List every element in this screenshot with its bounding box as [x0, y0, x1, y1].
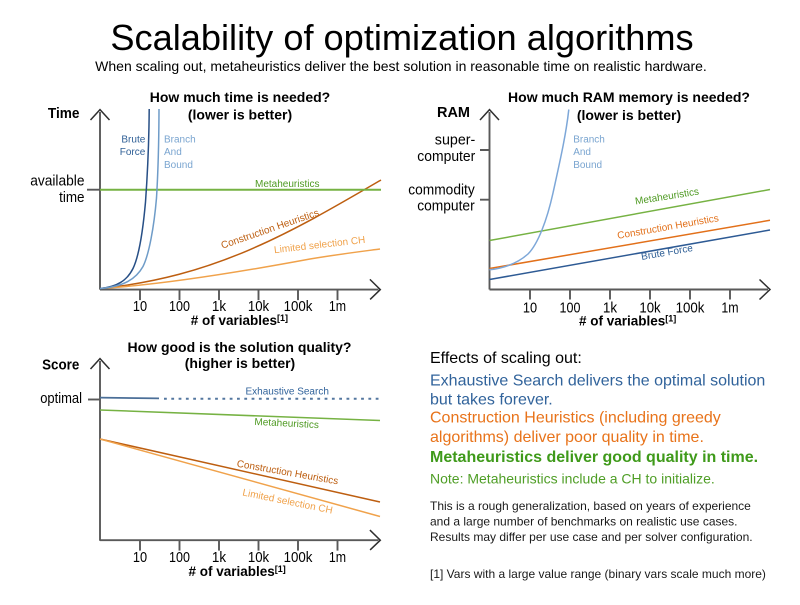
svg-text:Branch: Branch	[164, 135, 196, 146]
svg-text:# of variables[1]: # of variables[1]	[189, 564, 286, 579]
svg-text:10: 10	[133, 550, 147, 566]
svg-text:Scalability of optimization al: Scalability of optimization algorithms	[110, 17, 693, 58]
svg-text:(lower is better): (lower is better)	[577, 107, 681, 123]
svg-text:computer: computer	[417, 197, 475, 214]
svg-text:10k: 10k	[248, 299, 270, 315]
svg-text:When scaling out, metaheuristi: When scaling out, metaheuristics deliver…	[95, 58, 707, 74]
svg-text:commodity: commodity	[408, 182, 475, 199]
svg-text:100k: 100k	[284, 299, 313, 315]
svg-text:time: time	[59, 189, 84, 206]
svg-text:# of variables[1]: # of variables[1]	[579, 314, 676, 329]
svg-text:optimal: optimal	[40, 390, 82, 407]
svg-text:Limited selection CH: Limited selection CH	[241, 488, 333, 517]
svg-text:Force: Force	[120, 147, 146, 158]
svg-text:and a large number of benchmar: and a large number of benchmarks on real…	[430, 515, 738, 529]
svg-text:10: 10	[523, 301, 537, 317]
svg-text:How much RAM memory is needed?: How much RAM memory is needed?	[508, 89, 750, 105]
svg-text:How good is the solution quali: How good is the solution quality?	[128, 339, 352, 355]
svg-text:but takes forever.: but takes forever.	[430, 391, 553, 408]
svg-text:100: 100	[560, 301, 581, 317]
svg-text:How much time is needed?: How much time is needed?	[150, 89, 330, 105]
svg-text:1m: 1m	[329, 550, 346, 566]
svg-text:Construction Heuristics (inclu: Construction Heuristics (including greed…	[430, 410, 721, 427]
svg-text:Time: Time	[48, 105, 80, 122]
svg-text:# of variables[1]: # of variables[1]	[191, 313, 288, 328]
svg-text:Metaheuristics: Metaheuristics	[255, 179, 319, 190]
svg-text:1k: 1k	[212, 299, 227, 315]
svg-text:1k: 1k	[212, 550, 227, 566]
svg-text:available: available	[30, 173, 84, 190]
svg-text:1k: 1k	[603, 301, 618, 317]
svg-text:Effects of scaling out:: Effects of scaling out:	[430, 350, 582, 367]
svg-text:(lower is better): (lower is better)	[188, 107, 292, 123]
svg-text:This is a rough generalization: This is a rough generalization, based on…	[430, 499, 751, 513]
svg-text:Exhaustive Search: Exhaustive Search	[246, 387, 329, 398]
svg-text:computer: computer	[417, 148, 475, 165]
svg-text:Metaheuristics: Metaheuristics	[254, 417, 319, 431]
svg-text:Note: Metaheuristics include a: Note: Metaheuristics include a CH to ini…	[430, 471, 715, 487]
svg-text:10k: 10k	[639, 301, 661, 317]
svg-text:100: 100	[169, 550, 190, 566]
svg-text:10: 10	[133, 299, 147, 315]
svg-text:Bound: Bound	[573, 160, 602, 171]
svg-text:Metaheuristics deliver good qu: Metaheuristics deliver good quality in t…	[430, 449, 758, 466]
svg-text:And: And	[573, 147, 591, 158]
svg-text:Branch: Branch	[573, 135, 605, 146]
svg-text:10k: 10k	[248, 550, 270, 566]
svg-text:RAM: RAM	[437, 104, 470, 121]
svg-text:(higher is better): (higher is better)	[185, 355, 295, 371]
svg-text:Bound: Bound	[164, 160, 193, 171]
svg-text:super-: super-	[435, 132, 476, 149]
svg-text:100k: 100k	[676, 301, 705, 317]
svg-text:algorithms) deliver poor quali: algorithms) deliver poor quality in time…	[430, 429, 704, 446]
svg-text:Exhaustive Search delivers the: Exhaustive Search delivers the optimal s…	[430, 373, 765, 390]
svg-text:1m: 1m	[721, 301, 738, 317]
svg-text:1m: 1m	[329, 299, 346, 315]
svg-text:Brute Force: Brute Force	[640, 243, 694, 263]
svg-text:100: 100	[169, 299, 190, 315]
svg-text:[1] Vars with a large value ra: [1] Vars with a large value range (binar…	[430, 567, 766, 581]
svg-text:100k: 100k	[284, 550, 313, 566]
svg-text:Results may differ per use cas: Results may differ per use case and per …	[430, 530, 753, 544]
svg-text:Score: Score	[42, 357, 79, 374]
svg-text:And: And	[164, 147, 182, 158]
svg-text:Brute: Brute	[121, 135, 145, 146]
